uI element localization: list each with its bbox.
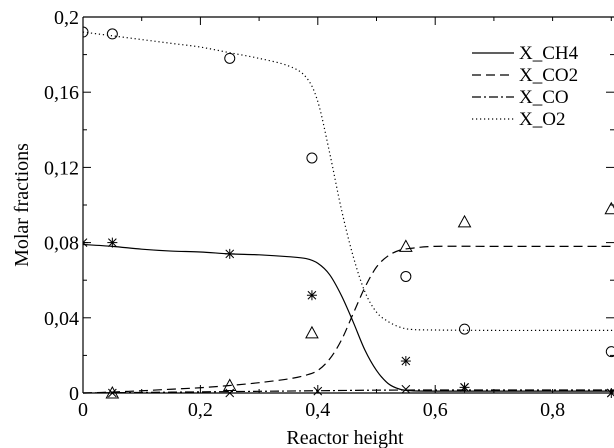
data-point-x-co2-triangle (459, 216, 471, 227)
y-tick-label: 0,08 (44, 233, 79, 255)
legend-item: X_O2 (472, 109, 565, 130)
legend-label: X_O2 (519, 109, 565, 130)
legend-label: X_CH4 (519, 43, 579, 64)
data-point-x-ch4-asterisk (107, 238, 117, 248)
data-point-x-co2-triangle (306, 327, 318, 338)
x-axis-label: Reactor height (286, 427, 404, 448)
data-point-x-ch4-asterisk (401, 356, 411, 366)
y-tick-label: 0,2 (54, 7, 79, 29)
legend-label: X_CO2 (519, 65, 578, 86)
data-point-x-co-cross (402, 385, 410, 393)
x-tick-label: 0,8 (540, 399, 565, 421)
y-tick-label: 0,12 (44, 157, 79, 179)
data-point-x-ch4-asterisk (307, 290, 317, 300)
data-point-x-co2-triangle (400, 240, 412, 251)
legend-label: X_CO (519, 87, 569, 108)
y-tick-label: 0,16 (44, 82, 79, 104)
x-tick-label: 0,6 (423, 399, 448, 421)
legend-item: X_CH4 (472, 43, 579, 64)
data-point-x-ch4-asterisk (225, 249, 235, 259)
data-point-x-o2-circle (460, 324, 470, 334)
x-tick-label: 0 (78, 399, 88, 421)
y-axis-label: Molar fractions (11, 143, 33, 267)
legend-item: X_CO2 (472, 65, 578, 86)
data-point-x-ch4-asterisk (78, 238, 88, 248)
data-point-x-o2-circle (225, 53, 235, 63)
data-point-x-o2-circle (107, 29, 117, 39)
data-point-x-co2-triangle (605, 203, 614, 214)
legend-item: X_CO (472, 87, 569, 108)
series-line-x-co2 (83, 246, 614, 393)
x-tick-label: 0,4 (305, 399, 330, 421)
series-line-x-ch4 (83, 244, 614, 391)
data-point-x-o2-circle (307, 153, 317, 163)
x-tick-label: 0,2 (188, 399, 213, 421)
y-tick-label: 0 (69, 383, 79, 405)
y-tick-label: 0,04 (44, 308, 79, 330)
data-point-x-o2-circle (401, 271, 411, 281)
